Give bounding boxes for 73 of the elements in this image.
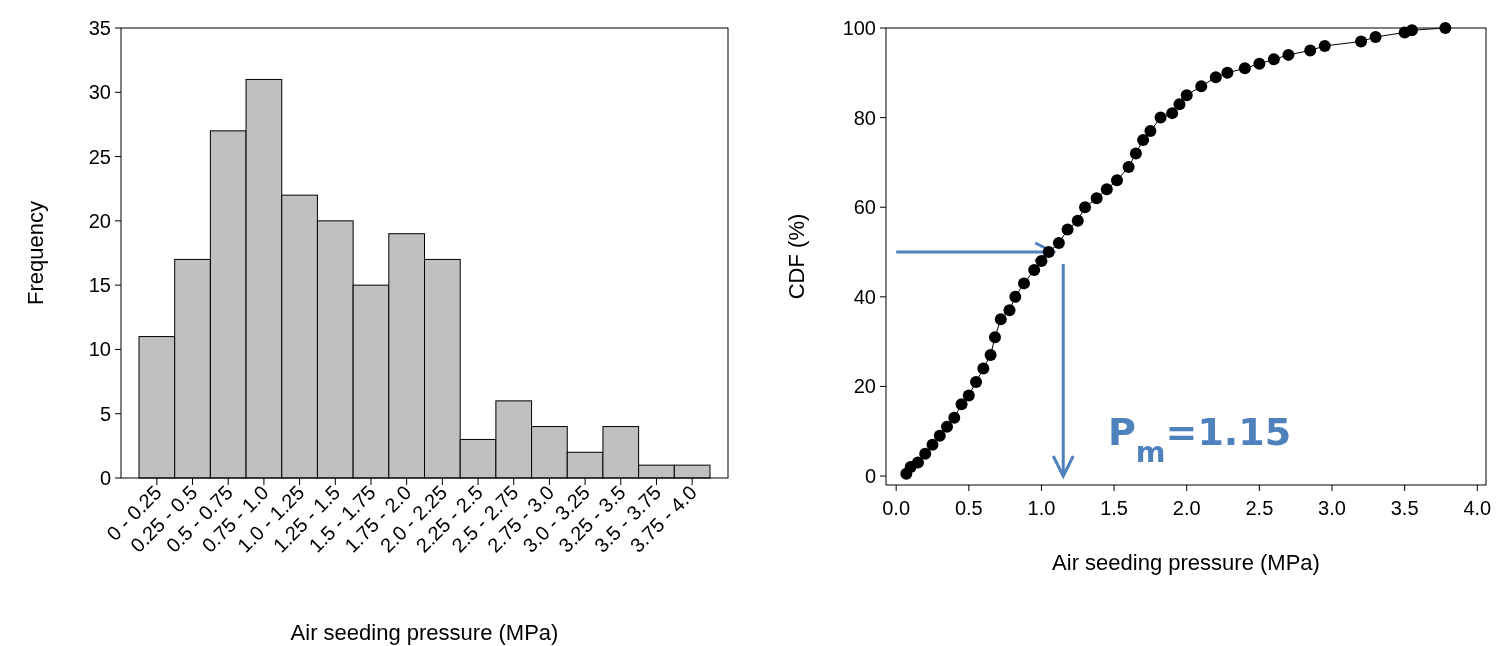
point — [1009, 290, 1022, 303]
point — [988, 331, 1001, 344]
x-tick-label: 3.5 — [1390, 497, 1419, 519]
point — [1137, 134, 1150, 147]
point — [941, 420, 954, 433]
point — [1221, 66, 1234, 79]
point — [1079, 201, 1092, 214]
point — [1355, 35, 1368, 48]
point — [1282, 48, 1295, 61]
y-tick-label: 0 — [864, 465, 876, 488]
point — [1144, 125, 1157, 138]
point — [1100, 183, 1113, 196]
point — [1267, 53, 1280, 66]
point — [1090, 192, 1103, 205]
x-tick-label: 1.0 — [1027, 497, 1056, 519]
y-tick-label: 25 — [88, 145, 111, 168]
y-tick-label: 80 — [853, 106, 876, 129]
point — [1110, 174, 1123, 187]
y-tick-label: 35 — [88, 17, 111, 39]
point — [1180, 89, 1193, 102]
point — [994, 313, 1007, 326]
point — [1042, 246, 1055, 259]
y-tick-label: 5 — [99, 402, 111, 425]
x-tick-label: 2.5 — [1245, 497, 1274, 519]
y-tick-label: 40 — [853, 285, 876, 308]
x-tick-label: 4.0 — [1463, 497, 1492, 519]
point — [970, 375, 983, 388]
y-tick-label: 10 — [88, 338, 111, 361]
point — [1195, 80, 1208, 93]
point — [1052, 237, 1065, 250]
x-axis-title: Air seeding pressure (MPa) — [290, 620, 559, 645]
point — [1035, 254, 1048, 267]
point — [1003, 304, 1016, 317]
y-tick-label: 0 — [99, 467, 111, 489]
point — [1238, 62, 1251, 75]
x-tick-label: 2.0 — [1172, 497, 1201, 519]
point — [1061, 223, 1074, 236]
point — [1018, 277, 1031, 290]
point — [1318, 39, 1331, 52]
point — [1071, 214, 1084, 227]
point — [1166, 107, 1179, 120]
point — [955, 398, 968, 411]
point — [977, 362, 990, 375]
point — [1209, 71, 1222, 84]
point — [1028, 263, 1041, 276]
annotation: P$_{m}$=1.15 — [1108, 410, 1292, 469]
x-tick-label: 1.5 — [1100, 497, 1128, 519]
y-tick-label: 100 — [842, 17, 876, 39]
y-axis-title: Frequency — [23, 201, 48, 305]
point — [933, 429, 946, 442]
point — [926, 438, 939, 451]
point — [919, 447, 932, 460]
x-tick-label: 0.0 — [882, 497, 911, 519]
y-tick-label: 20 — [88, 209, 111, 232]
point — [1129, 147, 1142, 160]
point — [911, 456, 924, 469]
point — [1173, 98, 1186, 111]
point — [1369, 30, 1382, 43]
point — [1304, 44, 1317, 57]
x-tick-label: 3.0 — [1318, 497, 1346, 519]
point — [962, 389, 975, 402]
point — [948, 411, 961, 424]
x-tick-label: 0.5 — [954, 497, 983, 519]
point — [1122, 160, 1135, 173]
y-axis-title: CDF (%) — [784, 213, 809, 300]
y-tick-label: 20 — [853, 375, 876, 398]
y-tick-label: 60 — [853, 196, 876, 219]
y-tick-label: 30 — [88, 81, 111, 104]
point — [1154, 111, 1167, 124]
point — [1253, 57, 1266, 70]
x-axis-title: Air seeding pressure (MPa) — [1052, 550, 1320, 575]
point — [984, 349, 997, 362]
y-tick-label: 15 — [88, 274, 111, 297]
